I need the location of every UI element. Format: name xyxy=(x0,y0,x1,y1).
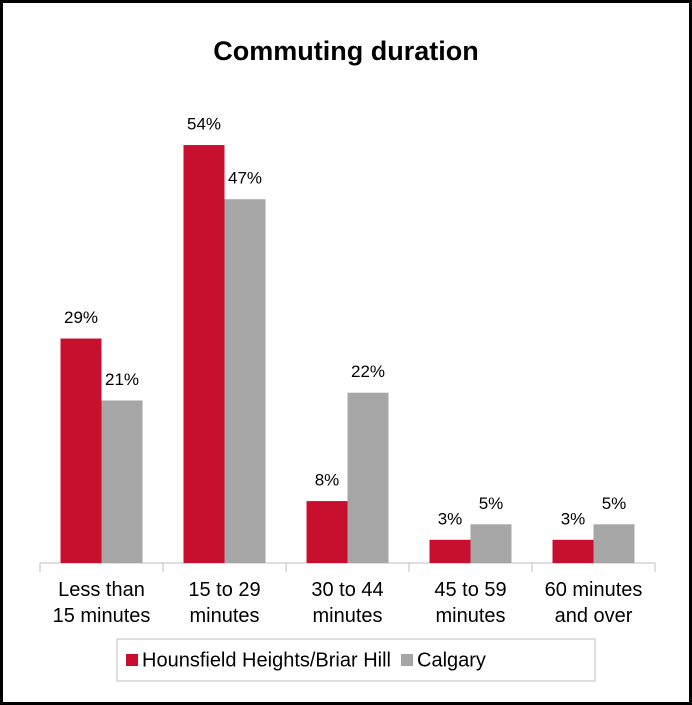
bar xyxy=(306,501,348,563)
data-label: 21% xyxy=(105,370,139,389)
legend-swatch xyxy=(126,654,138,666)
x-tick-label: Less than 15 minutes xyxy=(53,579,151,627)
bar xyxy=(470,524,512,563)
data-label: 3% xyxy=(561,509,586,528)
bar xyxy=(347,392,389,563)
bar xyxy=(552,539,594,563)
x-tick-label: 15 to 29 minutes xyxy=(188,579,260,627)
data-label: 5% xyxy=(479,494,504,513)
legend-box xyxy=(116,638,596,682)
data-label: 29% xyxy=(64,308,98,327)
data-label: 5% xyxy=(602,494,627,513)
data-label: 47% xyxy=(228,169,262,188)
x-tick-label: 30 to 44 minutes xyxy=(311,579,383,627)
x-tick-label: 60 minutes and over xyxy=(545,579,643,627)
bar xyxy=(429,539,471,563)
x-tick-label: 45 to 59 minutes xyxy=(434,579,506,627)
legend-label: Calgary xyxy=(417,649,486,671)
data-label: 3% xyxy=(438,509,463,528)
bar xyxy=(101,400,143,563)
data-label: 54% xyxy=(187,115,221,134)
legend-swatch xyxy=(401,654,413,666)
bar xyxy=(60,338,102,563)
bar xyxy=(593,524,635,563)
bar xyxy=(183,145,225,564)
data-label: 8% xyxy=(315,471,340,490)
chart-title: Commuting duration xyxy=(213,36,478,66)
legend-label: Hounsfield Heights/Briar Hill xyxy=(142,649,391,671)
bar xyxy=(224,199,266,563)
data-label: 22% xyxy=(351,362,385,381)
